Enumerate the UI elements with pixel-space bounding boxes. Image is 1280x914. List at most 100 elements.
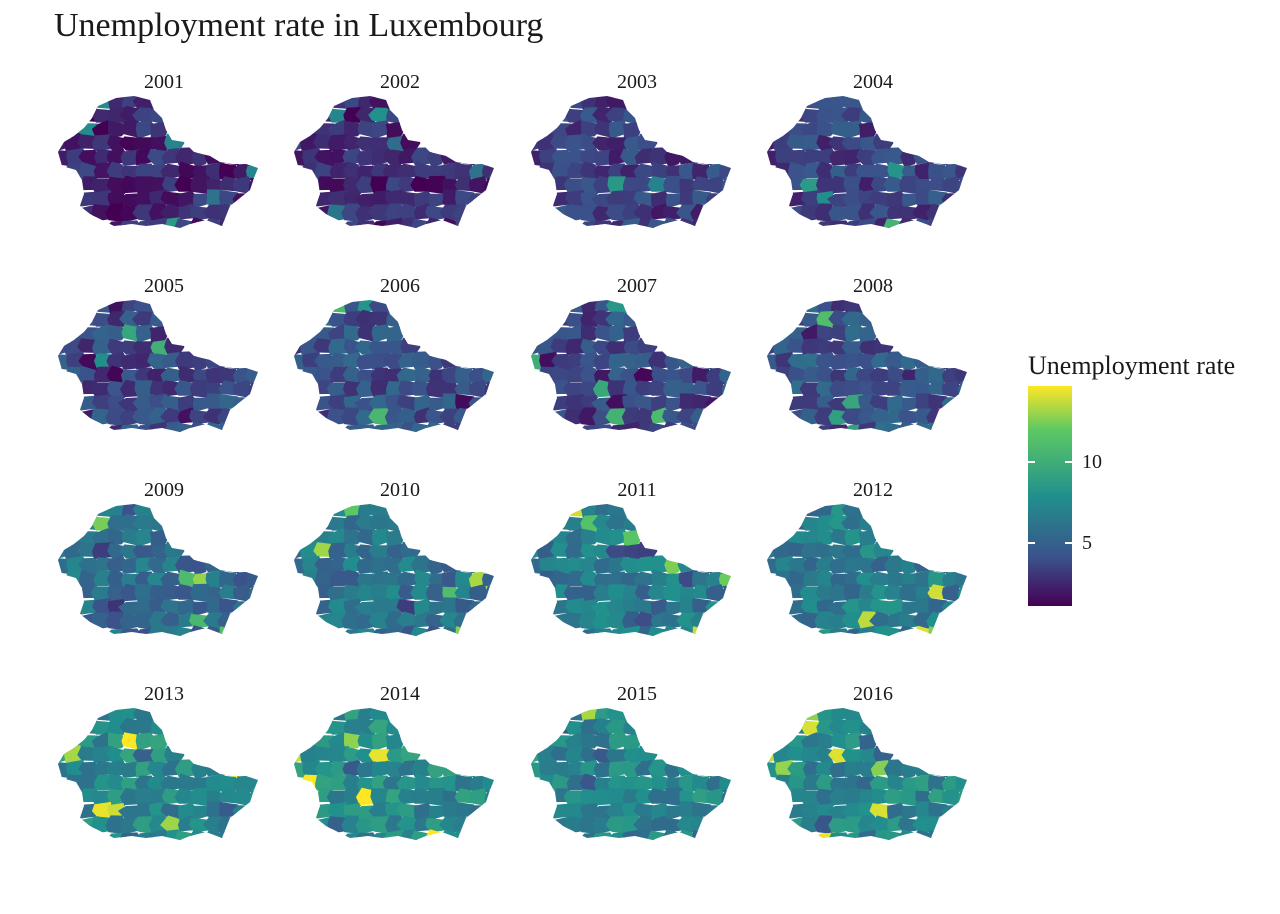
luxembourg-map (294, 708, 494, 840)
commune-region (481, 164, 494, 179)
commune-region (718, 164, 731, 179)
commune-region (219, 218, 239, 228)
commune-region (384, 625, 407, 636)
commune-region (245, 164, 258, 179)
commune-region (204, 760, 228, 777)
commune-region (440, 148, 464, 165)
commune-region (355, 832, 378, 840)
legend-tick-label: 10 (1082, 451, 1102, 474)
commune-region (897, 625, 920, 636)
commune-region (232, 380, 252, 398)
commune-region (248, 789, 258, 806)
map-facet-2011: 2011 (527, 478, 747, 678)
commune-region (957, 177, 967, 194)
luxembourg-map (531, 96, 731, 228)
commune-region (677, 148, 701, 165)
commune-region (178, 569, 196, 587)
commune-regions (294, 300, 494, 432)
luxembourg-map (58, 300, 258, 432)
commune-region (245, 368, 258, 383)
luxembourg-map (294, 504, 494, 636)
luxembourg-map (767, 708, 967, 840)
facet-label: 2001 (144, 71, 184, 93)
commune-region (941, 788, 961, 806)
commune-regions (294, 96, 494, 228)
commune-region (887, 365, 905, 383)
commune-regions (531, 708, 731, 840)
commune-region (705, 176, 725, 194)
commune-region (661, 625, 684, 636)
commune-regions (767, 708, 967, 840)
commune-region (897, 421, 920, 432)
page-title: Unemployment rate in Luxembourg (54, 7, 544, 44)
commune-region (705, 601, 725, 614)
commune-region (204, 556, 228, 573)
commune-region (623, 106, 644, 125)
commune-region (661, 421, 684, 432)
commune-region (414, 365, 432, 383)
commune-region (913, 148, 937, 165)
commune-region (245, 572, 258, 587)
commune-region (928, 626, 948, 636)
legend-tick (1028, 541, 1072, 544)
commune-regions (531, 504, 731, 636)
commune-region (692, 422, 712, 432)
commune-region (857, 625, 880, 636)
commune-region (149, 325, 169, 343)
commune-region (897, 217, 920, 228)
commune-region (651, 365, 669, 383)
commune-region (481, 368, 494, 383)
commune-regions (767, 300, 967, 432)
commune-region (954, 776, 967, 791)
luxembourg-map (294, 96, 494, 228)
commune-region (455, 626, 475, 636)
commune-region (355, 628, 378, 636)
facet-label: 2012 (853, 479, 893, 501)
commune-region (424, 625, 447, 636)
commune-region (440, 556, 464, 573)
luxembourg-map (531, 504, 731, 636)
commune-region (484, 381, 494, 398)
commune-region (859, 718, 880, 737)
map-facet-2003: 2003 (527, 70, 747, 270)
commune-region (232, 805, 252, 818)
facet-label: 2016 (853, 683, 893, 705)
commune-regions (531, 300, 731, 432)
commune-region (828, 832, 851, 840)
facet-label: 2003 (617, 71, 657, 93)
map-facet-2007: 2007 (527, 274, 747, 474)
commune-region (828, 628, 851, 636)
commune-region (857, 217, 880, 228)
map-facet-2001: 2001 (54, 70, 274, 270)
commune-region (178, 161, 196, 179)
commune-region (957, 381, 967, 398)
commune-region (721, 789, 731, 806)
commune-region (150, 718, 171, 737)
commune-region (651, 569, 669, 587)
commune-region (468, 584, 488, 602)
commune-region (119, 220, 142, 228)
facet-label: 2014 (380, 683, 420, 705)
luxembourg-map (531, 708, 731, 840)
facet-label: 2009 (144, 479, 184, 501)
commune-region (248, 585, 258, 602)
commune-region (188, 625, 211, 636)
commune-region (705, 788, 725, 806)
commune-region (623, 514, 644, 533)
commune-region (692, 626, 712, 636)
commune-region (148, 217, 171, 228)
commune-region (887, 569, 905, 587)
commune-region (941, 380, 961, 398)
commune-region (857, 829, 880, 840)
facet-label: 2007 (617, 275, 657, 297)
commune-region (859, 106, 880, 125)
commune-region (385, 733, 405, 751)
commune-region (677, 556, 701, 573)
commune-region (188, 829, 211, 840)
commune-region (355, 220, 378, 228)
commune-region (455, 218, 475, 228)
commune-region (957, 789, 967, 806)
commune-region (468, 601, 488, 614)
commune-region (386, 106, 407, 125)
commune-region (484, 585, 494, 602)
